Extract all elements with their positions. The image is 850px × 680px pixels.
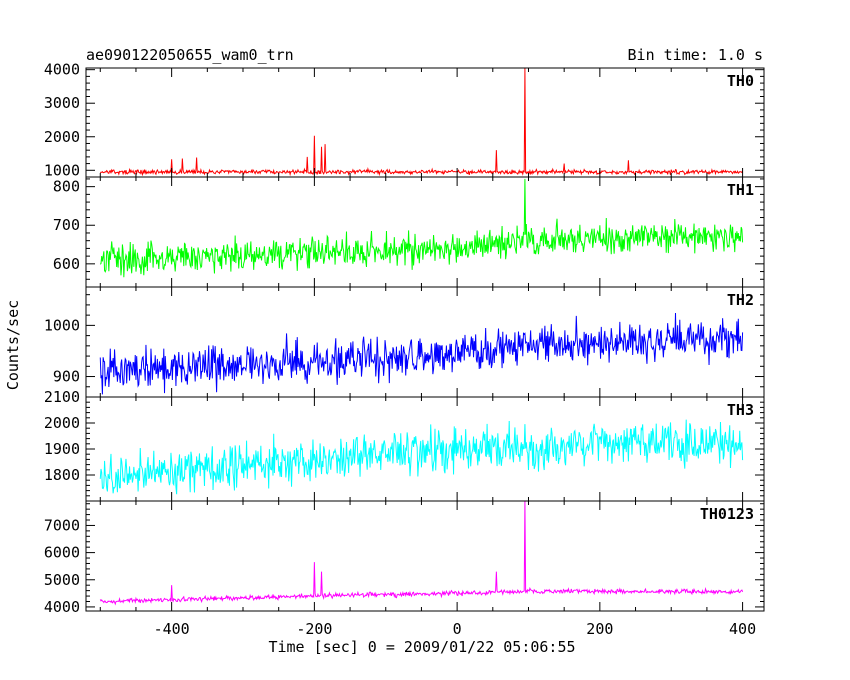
series-line-th2 xyxy=(99,313,744,395)
y-tick-label: 1000 xyxy=(44,316,80,334)
y-tick-label: 1900 xyxy=(44,440,80,458)
x-axis-label: Time [sec] 0 = 2009/01/22 05:06:55 xyxy=(268,638,575,656)
panel-label-th2: TH2 xyxy=(727,291,754,309)
panel-frame-th0 xyxy=(85,67,765,178)
x-tick-label: -400 xyxy=(154,620,190,638)
y-tick-label: 1800 xyxy=(44,466,80,484)
y-tick-label: 2100 xyxy=(44,388,80,406)
panel-label-th0: TH0 xyxy=(727,72,754,90)
y-tick-label: 5000 xyxy=(44,571,80,589)
series-line-th0 xyxy=(99,68,744,177)
y-tick-label: 3000 xyxy=(44,94,80,112)
series-line-th1 xyxy=(99,178,744,278)
series-line-th3 xyxy=(99,419,744,495)
panel-frame-th0123 xyxy=(85,500,765,612)
y-tick-label: 6000 xyxy=(44,544,80,562)
y-tick-label: 2000 xyxy=(44,414,80,432)
x-tick-label: 400 xyxy=(729,620,756,638)
y-tick-label: 4000 xyxy=(44,61,80,79)
y-tick-label: 900 xyxy=(53,368,80,386)
y-tick-label: 4000 xyxy=(44,598,80,616)
chart-subtitle: Bin time: 1.0 s xyxy=(628,46,763,64)
y-tick-label: 700 xyxy=(53,216,80,234)
panel-label-th0123: TH0123 xyxy=(700,505,754,523)
x-tick-label: -200 xyxy=(296,620,332,638)
y-tick-label: 7000 xyxy=(44,516,80,534)
y-tick-label: 600 xyxy=(53,255,80,273)
y-axis-label: Counts/sec xyxy=(4,300,22,390)
chart-title: ae090122050655_wam0_trn xyxy=(86,46,294,64)
y-tick-label: 800 xyxy=(53,178,80,196)
panel-label-th1: TH1 xyxy=(727,181,754,199)
panel-label-th3: TH3 xyxy=(727,401,754,419)
x-tick-label: 0 xyxy=(453,620,462,638)
x-tick-label: 200 xyxy=(586,620,613,638)
y-tick-label: 1000 xyxy=(44,161,80,179)
series-line-th0123 xyxy=(99,501,744,606)
y-tick-label: 2000 xyxy=(44,128,80,146)
